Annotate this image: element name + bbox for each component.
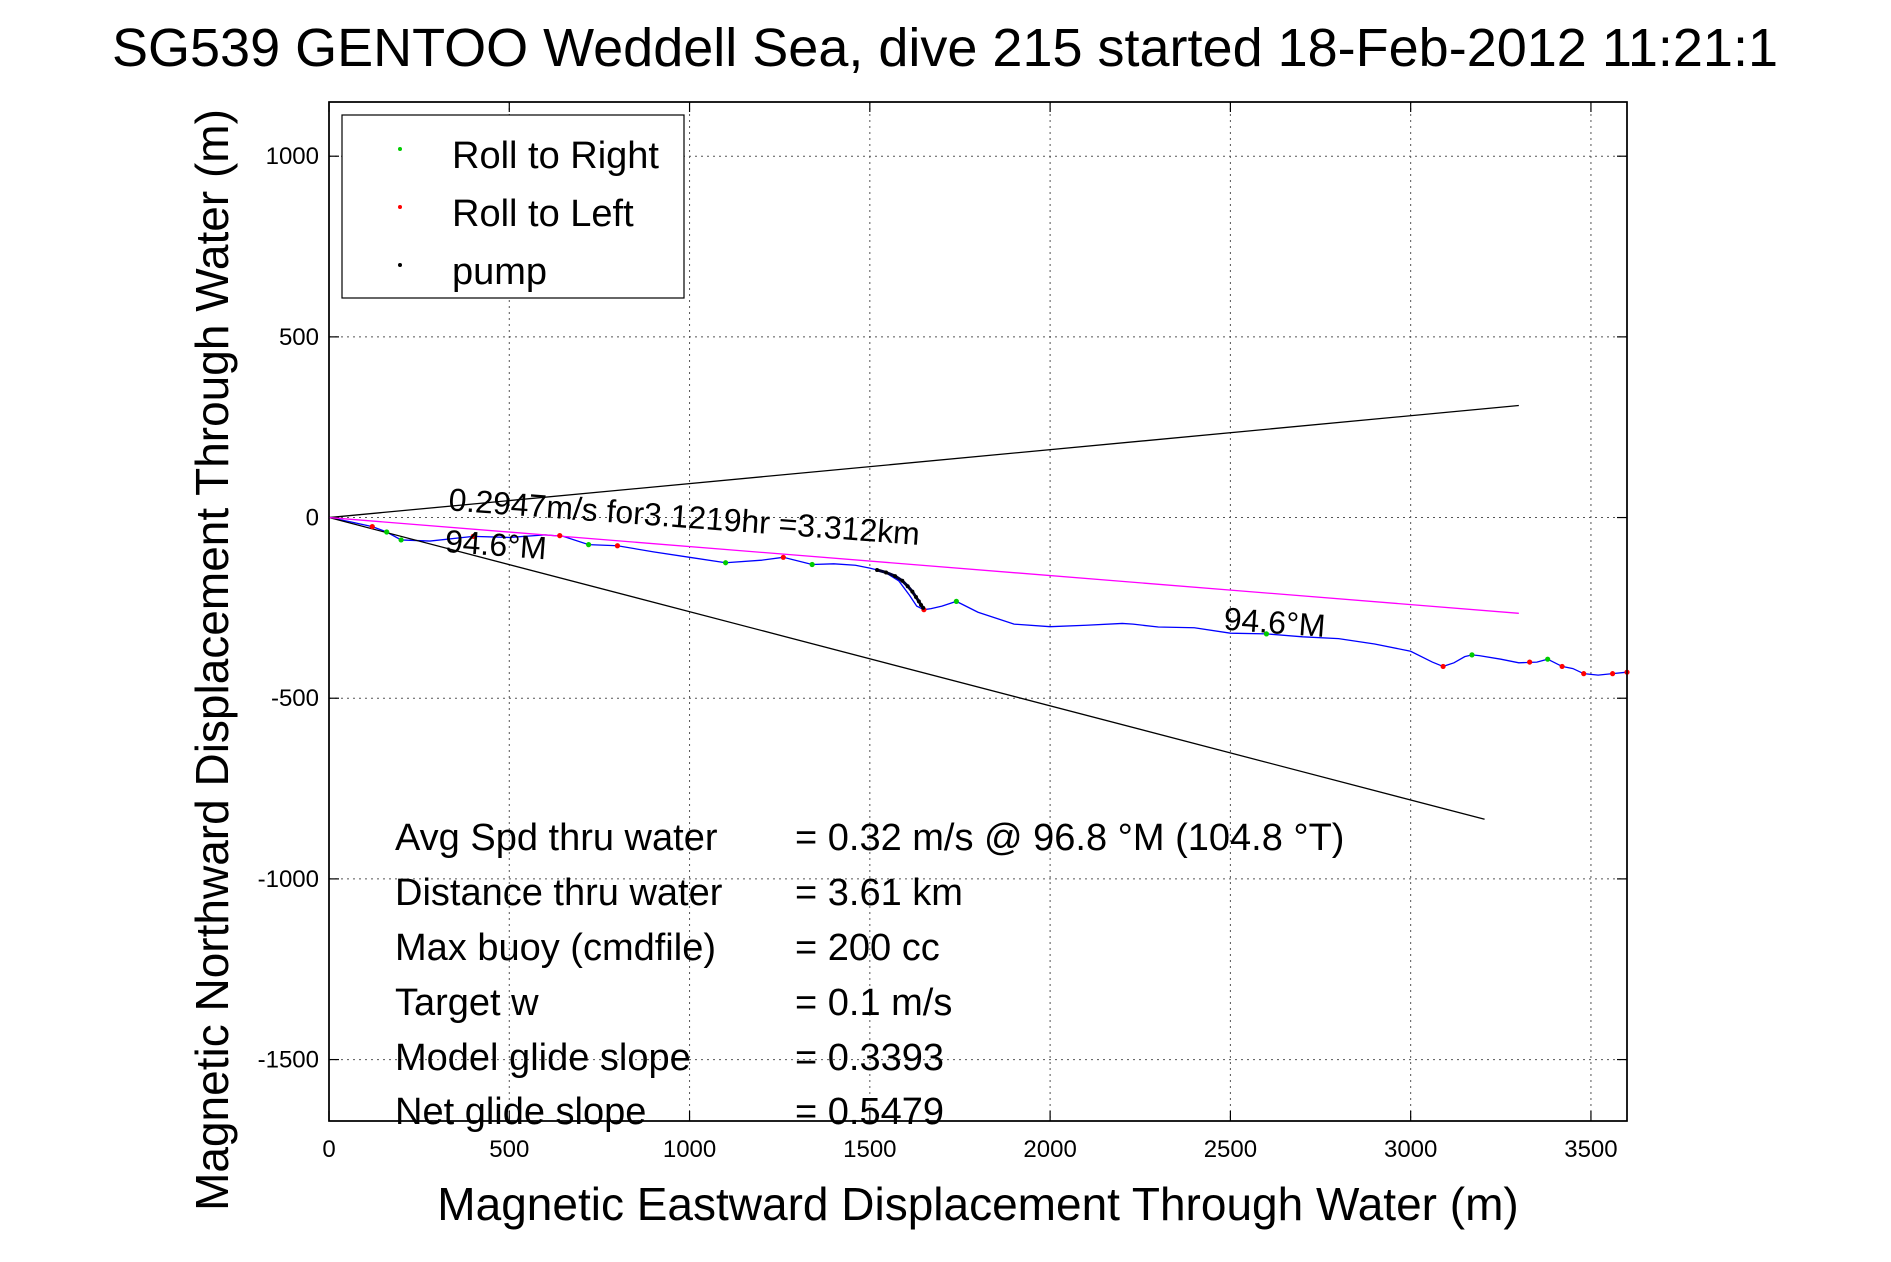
legend-label-roll-right: Roll to Right [452, 135, 659, 177]
legend-marker-pump [398, 263, 402, 267]
annotation-heading: 94.6°M [1223, 601, 1327, 644]
roll-left-marker [1440, 663, 1446, 670]
roll-left-marker [470, 533, 476, 539]
roll-left-marker [1527, 659, 1533, 665]
data-markers [369, 523, 1630, 677]
x-tick-label: 3000 [1384, 1136, 1437, 1163]
pump-marker [875, 567, 880, 572]
x-tick-label: 1500 [843, 1136, 896, 1163]
roll-right-marker [723, 560, 729, 566]
legend: Roll to Right Roll to Left pump [341, 114, 685, 299]
roll-right-marker [953, 598, 959, 604]
track-line [328, 516, 1628, 676]
y-tick-label: 1000 [266, 143, 319, 170]
stat-value: = 0.32 m/s @ 96.8 °M (104.8 °T) [795, 817, 1344, 859]
roll-right-marker [398, 537, 404, 543]
axis-ticks: 0 500 1000 1500 2000 2500 3000 3500 1000 500 0 -500… [258, 102, 1627, 1163]
stat-label: Avg Spd thru water [395, 817, 718, 859]
roll-right-marker [809, 561, 815, 568]
roll-right-marker [1545, 656, 1551, 662]
stat-label: Net glide slope [395, 1091, 646, 1133]
legend-label-pump: pump [452, 251, 547, 293]
roll-left-marker [369, 523, 375, 530]
stats-block: Avg Spd thru water = 0.32 m/s @ 96.8 °M … [395, 817, 1344, 1133]
data-lines [328, 404, 1628, 820]
reference-line [328, 404, 1519, 519]
pump-marker [893, 574, 898, 579]
x-tick-label: 2000 [1023, 1136, 1076, 1163]
pump-marker [905, 584, 910, 589]
roll-right-marker [1263, 631, 1270, 637]
stat-label: Target w [395, 982, 539, 1024]
stat-label: Model glide slope [395, 1037, 691, 1079]
stat-value: = 0.5479 [795, 1091, 944, 1133]
roll-left-marker [557, 533, 563, 539]
x-tick-label: 3500 [1564, 1136, 1617, 1163]
x-axis-label: Magnetic Eastward Displacement Through W… [437, 1178, 1518, 1230]
stat-value: = 0.1 m/s [795, 982, 952, 1024]
y-tick-label: 500 [279, 324, 319, 351]
stat-value: = 0.3393 [795, 1037, 944, 1079]
y-tick-label: -500 [271, 685, 319, 712]
roll-left-marker [1559, 663, 1565, 670]
pump-line [876, 568, 925, 609]
roll-left-marker [780, 554, 786, 560]
x-tick-label: 0 [322, 1136, 335, 1163]
stat-label: Distance thru water [395, 872, 723, 914]
roll-left-marker [1581, 671, 1587, 677]
roll-left-marker [614, 543, 621, 549]
x-tick-label: 1000 [663, 1136, 716, 1163]
annotation-heading: 94.6°M [444, 523, 548, 566]
stat-value: = 200 cc [795, 927, 940, 969]
y-tick-label: -1000 [258, 866, 319, 893]
plot-frame-border [328, 101, 1628, 1122]
pump-marker [919, 602, 924, 607]
reference-line [328, 516, 1519, 614]
y-tick-label: -1500 [258, 1047, 319, 1074]
stat-label: Max buoy (cmdfile) [395, 927, 716, 969]
legend-label-roll-left: Roll to Left [452, 193, 634, 235]
roll-left-marker [1609, 671, 1616, 677]
pump-marker [916, 599, 921, 604]
y-tick-label: 0 [306, 505, 319, 532]
y-axis-label: Magnetic Northward Displacement Through … [186, 109, 238, 1211]
x-tick-label: 2500 [1204, 1136, 1257, 1163]
legend-marker-roll-right [398, 147, 402, 151]
pump-marker [913, 595, 918, 600]
pump-marker [900, 578, 905, 583]
roll-right-marker [586, 542, 592, 548]
chart-title: SG539 GENTOO Weddell Sea, dive 215 start… [112, 18, 1778, 78]
legend-marker-roll-left [398, 205, 402, 209]
stat-value: = 3.61 km [795, 872, 963, 914]
pump-marker [910, 589, 915, 594]
reference-line [328, 516, 1485, 820]
pump-marker [884, 570, 889, 575]
roll-right-marker [1469, 652, 1475, 658]
x-tick-label: 500 [489, 1136, 529, 1163]
roll-right-marker [384, 529, 390, 535]
pump-marker [921, 605, 926, 610]
